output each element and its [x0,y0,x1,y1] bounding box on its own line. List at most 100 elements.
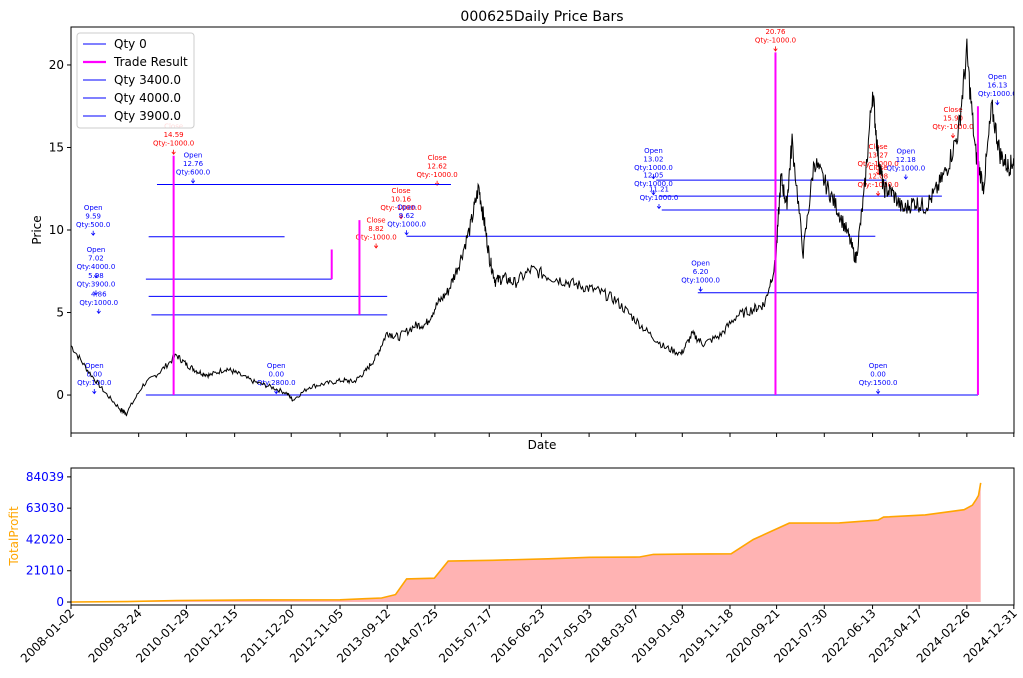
price-chart-panel: 000625Daily Price Bars Open9.59Qty:500.0… [30,9,1017,452]
annotation-text: 15.90 [943,115,963,123]
annotation-text: Qty:1000.0 [978,90,1017,98]
annotation-arrow [995,100,1000,106]
annotation-arrow [190,178,196,184]
annotation-text: Qty:1000.0 [79,299,118,307]
annotation-text: Open [184,151,203,159]
annotation-text: 12.76 [183,160,204,168]
price-y-tick-label: 5 [56,306,64,320]
profit-line [70,482,982,603]
annotation-text: Qty:2800.0 [257,379,296,387]
annotation-text: Open [691,260,710,268]
annotation-arrow [404,230,409,236]
annotation-text: 12.18 [896,156,916,164]
annotation-text: Qty:-1000.0 [416,171,457,179]
annotation-text: 9.59 [85,212,101,220]
annotation-arrow [656,204,662,210]
price-y-axis-ticks: 0 5 10 15 20 [49,58,71,402]
profit-plot-area [70,482,982,603]
profit-y-axis-ticks: 0 21010 42020 63030 84039 [26,470,71,609]
price-y-tick-label: 10 [49,223,64,237]
price-x-axis-label: Date [528,438,557,452]
legend-entry-label: Qty 3400.0 [114,73,181,87]
annotation-text: Close [428,154,447,162]
legend-entry-label: Trade Result [113,55,188,69]
annotation-arrow [773,46,778,52]
annotation-arrow [93,273,99,279]
annotation-text: Qty:1000.0 [634,164,673,172]
annotation-arrow [398,214,404,220]
annotation-text: 6.20 [693,268,709,276]
annotation-text: Qty:-1000.0 [355,233,396,241]
annotation-arrow [373,243,379,249]
annotation-text: 12.62 [427,162,447,170]
profit-y-axis-label: TotalProfit [7,506,21,567]
annotation-text: 16.13 [987,82,1007,90]
annotation-text: Qty:-1000.0 [932,123,973,131]
profit-y-tick-label: 21010 [26,564,64,578]
annotation-text: Open [85,362,104,370]
annotation-text: Qty:1500.0 [859,379,898,387]
annotation-text: Qty:-1000.0 [755,36,796,44]
annotation-text: 13.02 [643,156,663,164]
annotation-arrow [96,308,101,314]
price-x-axis-ticks [70,433,1015,437]
annotation-text: 7.02 [88,255,104,263]
annotation-text: Qty:600.0 [176,168,210,176]
annotation-arrow [91,230,96,236]
legend-entry-label: Qty 4000.0 [114,91,181,105]
annotation-text: Open [267,362,286,370]
annotation-text: 5.98 [88,272,104,280]
price-series-line [71,38,1014,417]
profit-y-tick-label: 84039 [26,470,64,484]
annotation-arrow [950,133,956,139]
annotation-text: 0.00 [268,371,284,379]
annotation-text: Close [869,164,888,172]
annotation-text: Close [367,216,386,224]
annotation-text: 9.62 [399,212,415,220]
annotation-text: Close [392,187,411,195]
price-y-axis-label: Price [30,215,44,244]
legend-entry-label: Qty 0 [114,37,147,51]
annotation-text: Open [84,204,103,212]
price-plot-area [71,38,1014,417]
annotation-text: Qty:1000.0 [886,164,925,172]
annotation-arrow [875,389,881,395]
price-y-tick-label: 15 [49,140,64,154]
profit-chart-frame [70,467,1015,606]
annotation-text: Open [988,73,1007,81]
annotation-text: 11.21 [649,186,669,194]
annotation-text: Qty:500.0 [76,221,110,229]
annotation-text: Qty:-1000.0 [380,204,421,212]
annotation-arrow [93,290,99,296]
annotation-arrow [698,286,703,292]
annotation-arrow [651,174,656,180]
annotation-text: Open [896,147,915,155]
annotation-text: Qty:1000.0 [640,194,679,202]
profit-y-tick-label: 42020 [26,532,64,546]
profit-y-tick-label: 63030 [26,501,64,515]
annotation-arrow [171,149,176,155]
annotation-arrow [92,389,97,395]
annotation-text: Close [943,106,962,114]
annotation-text: Qty:100.0 [77,379,111,387]
annotation-text: 8.82 [368,225,384,233]
annotation-text: Qty:4000.0 [77,263,116,271]
annotation-text: Open [869,362,888,370]
annotation-text: Qty:-1000.0 [857,181,898,189]
